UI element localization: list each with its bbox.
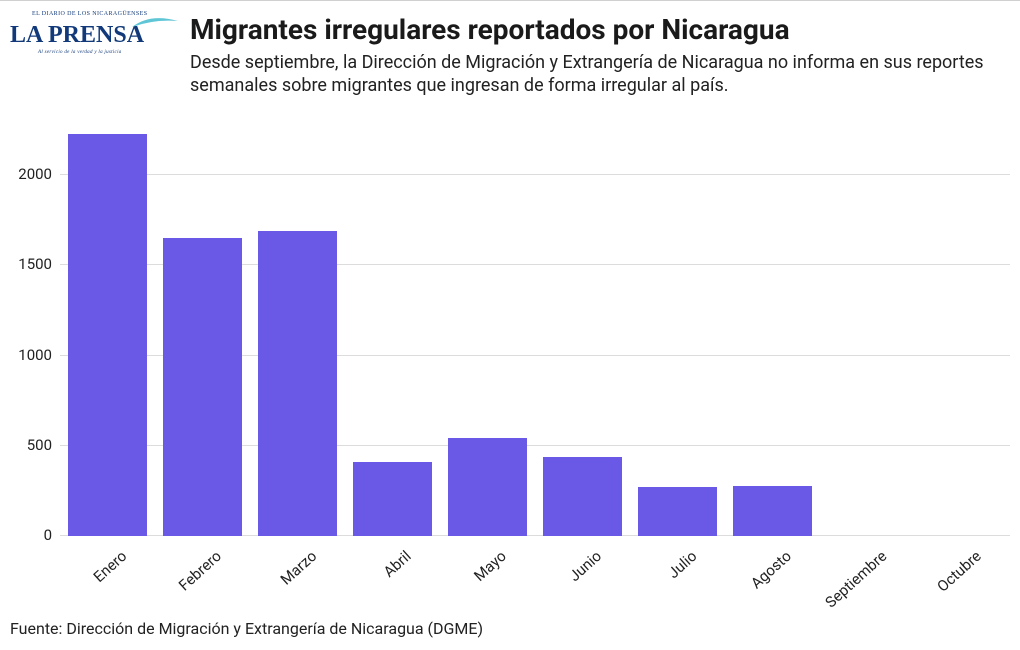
xtick-label: Agosto	[747, 547, 795, 592]
ytick-label: 500	[10, 436, 52, 454]
chart-footnote: Fuente: Dirección de Migración y Extrang…	[10, 619, 483, 638]
ytick-label: 1500	[10, 255, 52, 273]
bar	[353, 462, 433, 536]
xtick-label: Julio	[664, 547, 700, 582]
xlabel-slot: Marzo	[250, 541, 345, 601]
bar-slot	[820, 121, 915, 536]
chart-card: EL DIARIO DE LOS NICARAGÜENSES LA PRENSA…	[0, 0, 1020, 650]
xtick-label: Abril	[379, 547, 414, 581]
xtick-label: Mayo	[470, 547, 509, 585]
bar-slot	[725, 121, 820, 536]
heading-block: Migrantes irregulares reportados por Nic…	[190, 11, 1010, 97]
logo-tagline-top: EL DIARIO DE LOS NICARAGÜENSES	[32, 11, 147, 17]
bar-slot	[250, 121, 345, 536]
chart-area: 0 500 1000 1500 2000	[10, 111, 1010, 611]
xlabel-slot: Septiembre	[820, 541, 915, 601]
bar-slot	[440, 121, 535, 536]
bar-slot	[60, 121, 155, 536]
xlabel-slot: Abril	[345, 541, 440, 601]
bar	[448, 438, 528, 536]
xlabel-slot: Mayo	[440, 541, 535, 601]
swoosh-icon	[132, 17, 178, 31]
bar	[733, 486, 813, 536]
bars-layer	[60, 121, 1010, 536]
bar-slot	[915, 121, 1010, 536]
xlabel-slot: Febrero	[155, 541, 250, 601]
bar	[68, 134, 148, 536]
xtick-label: Octubre	[933, 547, 984, 596]
ytick-label: 0	[10, 526, 52, 544]
plot-region: 0 500 1000 1500 2000	[60, 121, 1010, 536]
xtick-label: Septiembre	[821, 547, 890, 611]
xlabel-slot: Junio	[535, 541, 630, 601]
bar	[638, 487, 718, 536]
xtick-label: Enero	[89, 547, 129, 586]
header-row: EL DIARIO DE LOS NICARAGÜENSES LA PRENSA…	[10, 11, 1010, 97]
chart-title: Migrantes irregulares reportados por Nic…	[190, 13, 1010, 47]
bar	[258, 231, 338, 536]
xlabel-slot: Enero	[60, 541, 155, 601]
logo-tagline-bottom: Al servicio de la verdad y la justicia	[38, 50, 122, 55]
bar	[163, 238, 243, 536]
xtick-label: Marzo	[276, 547, 319, 589]
xlabel-slot: Julio	[630, 541, 725, 601]
xtick-label: Febrero	[175, 547, 225, 594]
ytick-label: 2000	[10, 165, 52, 183]
bar-slot	[630, 121, 725, 536]
xlabel-slot: Agosto	[725, 541, 820, 601]
bar-slot	[155, 121, 250, 536]
bar-slot	[535, 121, 630, 536]
chart-subtitle: Desde septiembre, la Dirección de Migrac…	[190, 51, 1010, 98]
bar	[543, 457, 623, 536]
bar-slot	[345, 121, 440, 536]
xtick-label: Junio	[565, 547, 605, 585]
xlabel-slot: Octubre	[915, 541, 1010, 601]
x-axis-labels: Enero Febrero Marzo Abril Mayo Junio Jul…	[60, 541, 1010, 601]
ytick-label: 1000	[10, 346, 52, 364]
publisher-logo: EL DIARIO DE LOS NICARAGÜENSES LA PRENSA…	[10, 11, 182, 55]
